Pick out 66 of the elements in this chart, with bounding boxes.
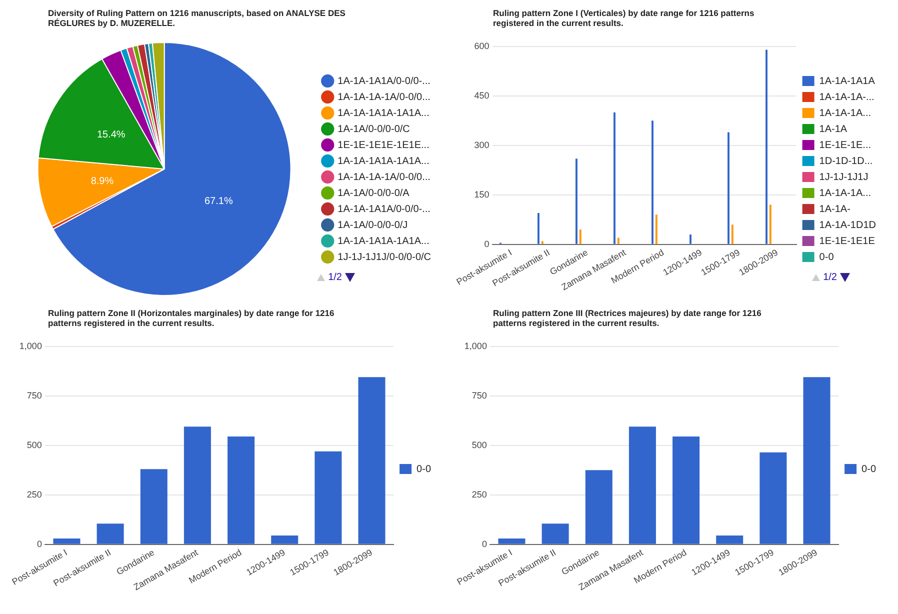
- y-tick-label: 450: [474, 90, 490, 100]
- legend-label: 1J-1J-1J1J/0-0/0-0/C: [338, 252, 432, 263]
- legend-label: 1E-1E-1E1E: [819, 236, 876, 247]
- legend-label: 1D-1D-1D...: [819, 156, 873, 167]
- legend-label: 1A-1A-1A1A-1A1A...: [338, 108, 430, 119]
- y-tick-label: 0: [484, 238, 490, 249]
- legend-label: 1A-1A-1A...: [819, 108, 872, 119]
- y-tick-label: 250: [472, 489, 487, 500]
- bar: [228, 436, 255, 544]
- legend-label: 1A-1A/0-0/0-0/J: [338, 220, 408, 231]
- bar: [498, 538, 526, 544]
- bar: [358, 377, 386, 544]
- bar: [672, 436, 700, 544]
- legend-label: 1A-1A-1A...: [819, 188, 872, 199]
- chart-title: Ruling pattern Zone I (Verticales) by date range for 1216 patterns registered in the current results.: [493, 8, 756, 30]
- y-tick-label: 1,000: [464, 340, 487, 351]
- y-tick-label: 750: [26, 390, 42, 400]
- y-tick-label: 500: [26, 440, 42, 450]
- legend-label: 1A-1A-1D1D: [819, 220, 876, 231]
- legend-label: 1A-1A-1A-...: [819, 92, 874, 103]
- legend-label: 0-0: [416, 464, 432, 475]
- chart-title: Diversity of Ruling Pattern on 1216 manuscripts, based on ANALYSE DES RÉGLURES by D. MUZERELLE.: [48, 8, 346, 30]
- bar: [96, 524, 124, 544]
- legend-label: 1A-1A-1A-1A/0-0/0...: [338, 172, 430, 183]
- y-tick-label: 300: [474, 140, 490, 150]
- y-tick-label: 150: [474, 189, 490, 200]
- bar: [53, 538, 80, 544]
- bar: [803, 377, 830, 544]
- text: 1/2: [328, 272, 342, 283]
- bar: [314, 451, 342, 544]
- legend-label: 1A-1A-1A-1A/0-0/0...: [338, 92, 430, 103]
- data-label: 67.1%: [204, 196, 233, 208]
- legend-label: 1A-1A: [819, 124, 848, 135]
- legend-label: 1E-1E-1E...: [819, 140, 872, 151]
- y-tick-label: 0: [36, 538, 42, 549]
- bar: [716, 535, 744, 544]
- chart-title: Ruling pattern Zone II (Horizontales marginales) by date range for 1216 patterns registered in the current results.: [48, 308, 336, 330]
- data-label: 15.4%: [96, 130, 126, 141]
- legend-label: 0-0: [819, 252, 834, 263]
- bar: [184, 426, 211, 544]
- bar: [628, 426, 656, 544]
- bar: [542, 524, 569, 544]
- legend-label: 0-0: [862, 464, 876, 475]
- legend-label: 1E-1E-1E1E-1E1E...: [338, 140, 430, 151]
- y-tick-label: 1,000: [19, 340, 42, 351]
- legend-label: 1A-1A/0-0/0-0/A: [338, 188, 410, 199]
- bar: [760, 452, 787, 544]
- bar: [271, 535, 298, 544]
- legend-label: 1A-1A/0-0/0-0/C: [338, 124, 410, 135]
- y-tick-label: 500: [472, 440, 487, 450]
- legend-label: 1A-1A-: [819, 204, 850, 215]
- chart-title: Ruling pattern Zone III (Rectrices majeures) by date range for 1216 patterns registered in the current results.: [493, 308, 762, 330]
- y-tick-label: 750: [472, 390, 487, 400]
- data-label: 8.9%: [90, 176, 114, 187]
- bar: [585, 470, 612, 544]
- y-tick-label: 250: [26, 489, 42, 500]
- legend-label: 1A-1A-1A1A: [819, 76, 876, 87]
- y-tick-label: 600: [474, 40, 490, 51]
- legend-label: 1J-1J-1J1J: [819, 172, 868, 183]
- legend-label: 1A-1A-1A1A-1A1A...: [338, 156, 430, 167]
- legend-label: 1A-1A-1A1A/0-0/0-...: [338, 76, 430, 87]
- legend-label: 1A-1A-1A1A/0-0/0-...: [338, 204, 430, 215]
- legend-label: 1A-1A-1A1A-1A1A...: [338, 236, 430, 247]
- bar: [140, 469, 168, 544]
- text: 1/2: [823, 272, 837, 283]
- y-tick-label: 0: [482, 538, 487, 549]
